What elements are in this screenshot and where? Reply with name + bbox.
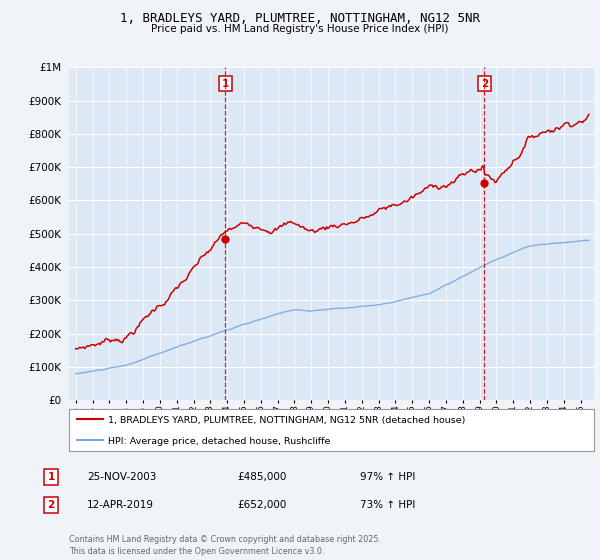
Text: Price paid vs. HM Land Registry's House Price Index (HPI): Price paid vs. HM Land Registry's House …: [151, 24, 449, 34]
Text: Contains HM Land Registry data © Crown copyright and database right 2025.
This d: Contains HM Land Registry data © Crown c…: [69, 535, 381, 556]
Text: 1: 1: [222, 79, 229, 89]
Text: 25-NOV-2003: 25-NOV-2003: [87, 472, 157, 482]
Text: 97% ↑ HPI: 97% ↑ HPI: [360, 472, 415, 482]
Text: 1: 1: [47, 472, 55, 482]
Text: 73% ↑ HPI: 73% ↑ HPI: [360, 500, 415, 510]
Text: 2: 2: [481, 79, 488, 89]
Text: 1, BRADLEYS YARD, PLUMTREE, NOTTINGHAM, NG12 5NR (detached house): 1, BRADLEYS YARD, PLUMTREE, NOTTINGHAM, …: [109, 416, 466, 424]
Text: 2: 2: [47, 500, 55, 510]
Text: 1, BRADLEYS YARD, PLUMTREE, NOTTINGHAM, NG12 5NR: 1, BRADLEYS YARD, PLUMTREE, NOTTINGHAM, …: [120, 12, 480, 25]
Text: HPI: Average price, detached house, Rushcliffe: HPI: Average price, detached house, Rush…: [109, 437, 331, 446]
Text: £485,000: £485,000: [237, 472, 286, 482]
Text: £652,000: £652,000: [237, 500, 286, 510]
Text: 12-APR-2019: 12-APR-2019: [87, 500, 154, 510]
